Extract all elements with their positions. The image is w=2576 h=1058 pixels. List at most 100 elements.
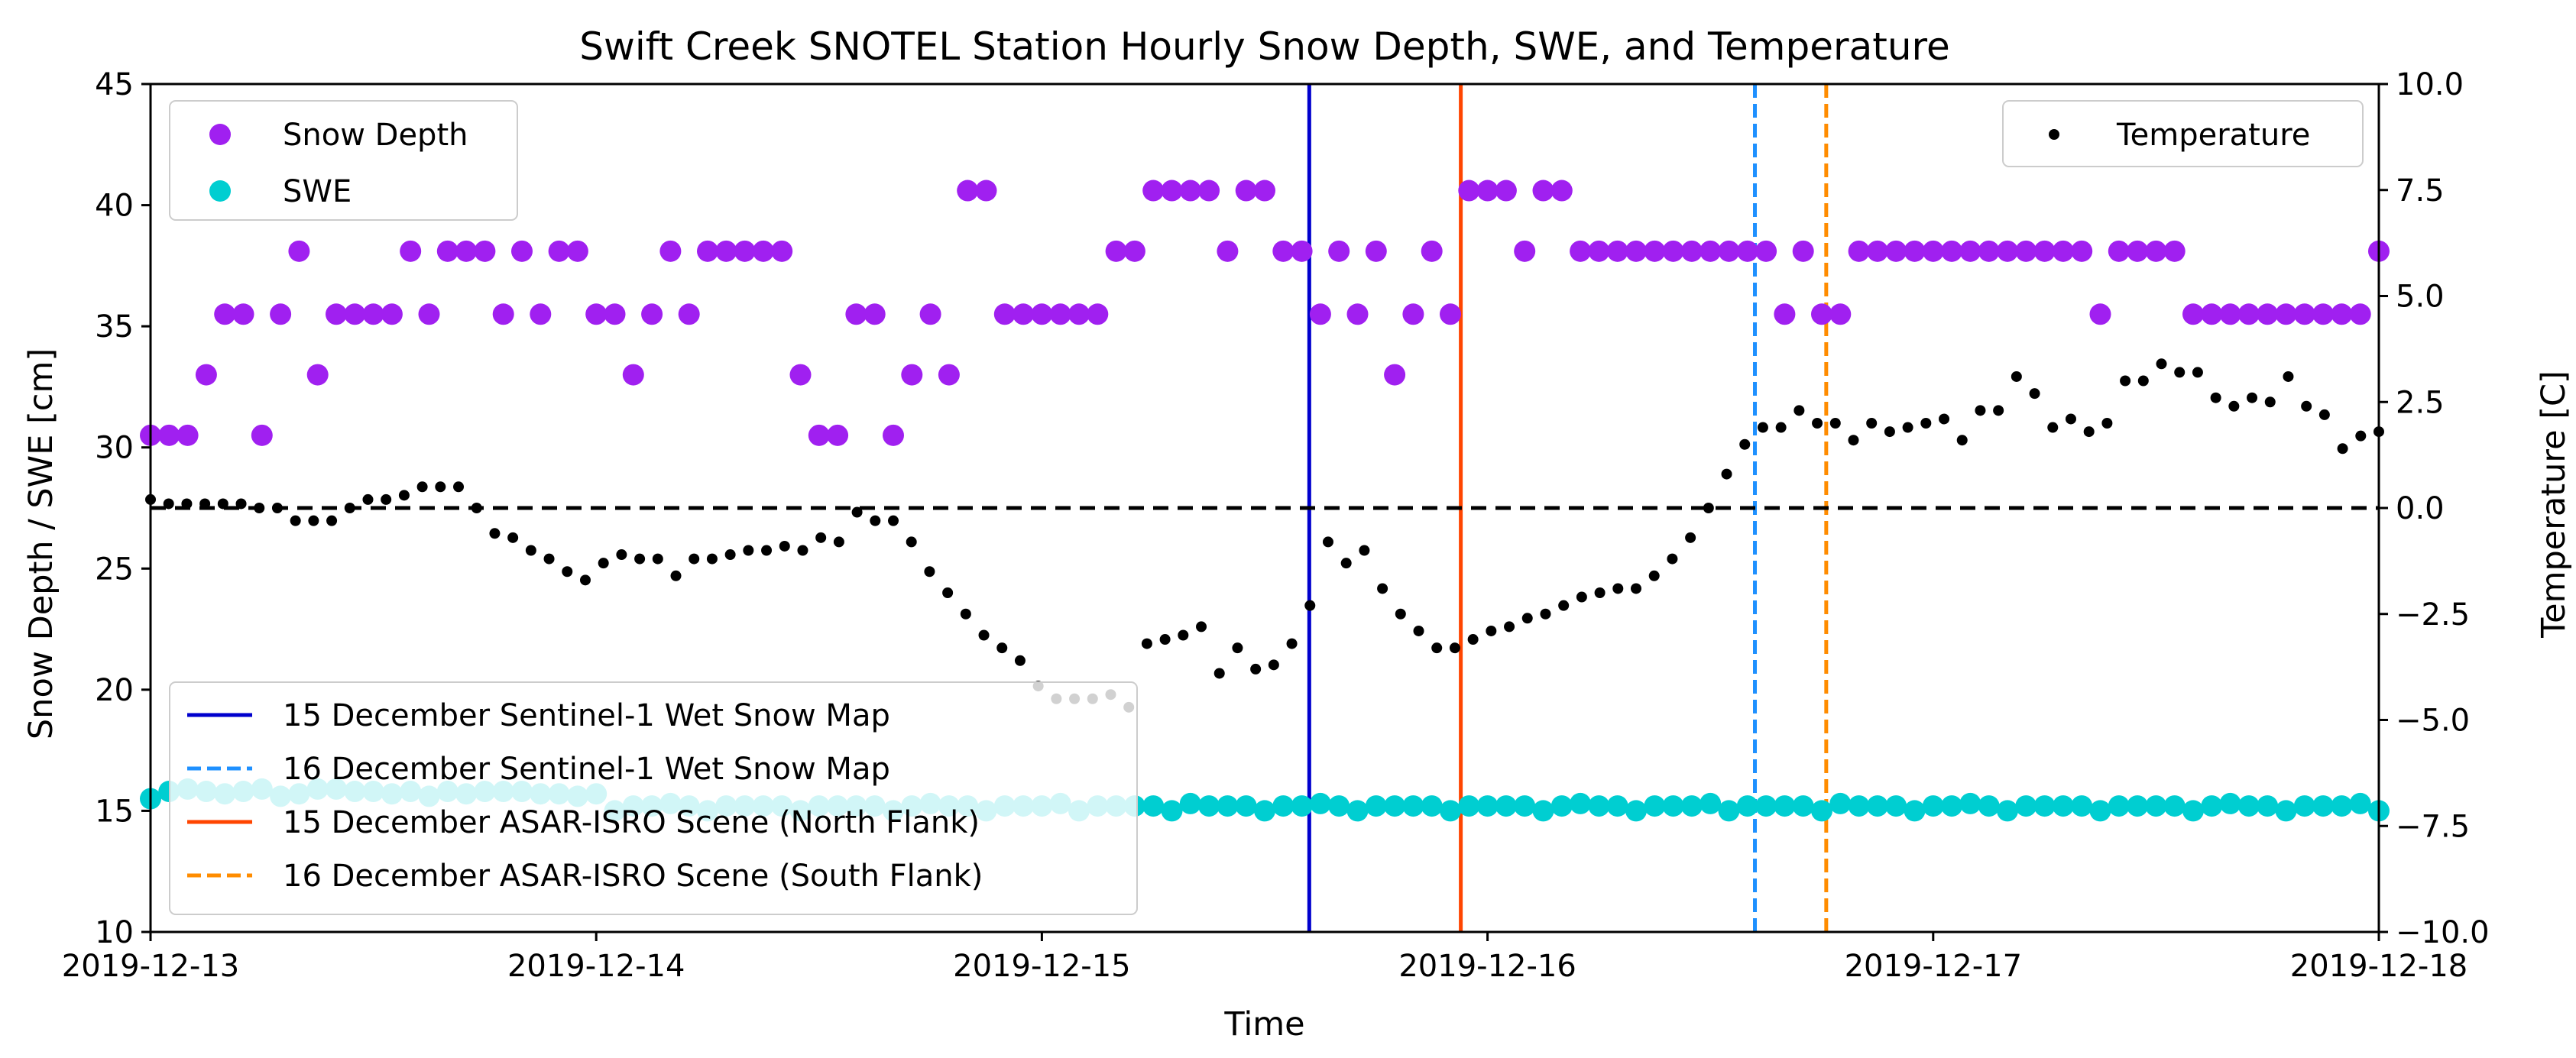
temperature-point <box>435 481 446 493</box>
swe-point <box>1458 795 1480 817</box>
snow-depth-point <box>1922 240 1944 262</box>
swe-point <box>2201 795 2223 817</box>
temperature-point <box>2156 358 2167 370</box>
swe-point <box>2275 800 2297 822</box>
swe-point <box>1476 795 1499 817</box>
temperature-point <box>2065 413 2076 425</box>
snow-depth-point <box>1588 240 1610 262</box>
temperature-point <box>1141 638 1152 649</box>
temperature-point <box>308 515 319 526</box>
x-tick-label: 2019-12-18 <box>2290 949 2467 984</box>
snow-depth-point <box>2071 240 2093 262</box>
temperature-point <box>1648 570 1660 581</box>
swe-point <box>2237 795 2260 817</box>
snow-depth-point <box>548 240 570 262</box>
snow-depth-point <box>326 303 347 325</box>
temperature-point <box>689 553 700 565</box>
swe-point <box>1402 795 1424 817</box>
swe-point <box>1328 795 1350 817</box>
swe-point <box>1811 800 1832 822</box>
y-left-tick-label: 25 <box>95 552 134 587</box>
temperature-point <box>507 532 519 543</box>
swe-point <box>1161 800 1183 822</box>
snow-depth-point <box>1217 240 1239 262</box>
legend-top-left-box <box>169 100 518 221</box>
swe-point <box>2182 800 2204 822</box>
snow-depth-point <box>195 364 217 386</box>
temperature-point <box>1829 418 1841 429</box>
snow-depth-point <box>1532 180 1554 202</box>
y-left-tick-label: 40 <box>95 189 134 224</box>
swe-point <box>1421 795 1443 817</box>
temperature-point <box>2029 388 2040 400</box>
snow-depth-point <box>2349 303 2371 325</box>
snow-depth-point <box>1550 180 1573 202</box>
temperature-point <box>181 498 193 510</box>
temperature-point <box>1540 608 1551 620</box>
swe-point <box>1978 795 2000 817</box>
snow-depth-point <box>1105 240 1127 262</box>
snow-depth-point <box>511 240 533 262</box>
temperature-point <box>416 481 428 493</box>
swe-point <box>2015 795 2037 817</box>
temperature-point <box>2228 400 2240 412</box>
temperature-point <box>833 536 844 548</box>
legend-label-swe: SWE <box>283 174 352 209</box>
snow-depth-point <box>1068 303 1090 325</box>
axis-ticks: 2019-12-13 2019-12-14 2019-12-15 2019-12-16… <box>62 67 2490 984</box>
temperature-point <box>2083 426 2095 438</box>
temperature-point <box>1250 663 1262 675</box>
swe-point <box>1680 795 1703 817</box>
swe-point <box>2033 795 2056 817</box>
snow-depth-point <box>1328 240 1350 262</box>
snow-depth-point <box>288 240 310 262</box>
swe-point <box>1365 795 1387 817</box>
temperature-point <box>1232 642 1243 654</box>
snow-depth-point <box>789 364 812 386</box>
temperature-point <box>1993 405 2004 416</box>
temperature-point <box>1521 613 1533 624</box>
snow-depth-point <box>270 303 292 325</box>
temperature-point <box>1340 558 1352 569</box>
temperature-point <box>2192 367 2203 378</box>
swe-point <box>1532 800 1554 822</box>
temperature-point <box>562 566 573 578</box>
snow-depth-point <box>975 180 997 202</box>
temperature-point <box>942 587 954 598</box>
snow-depth-point <box>1198 180 1220 202</box>
x-tick-label: 2019-12-16 <box>1398 949 1576 984</box>
snow-depth-point <box>566 240 588 262</box>
snow-depth-point <box>1718 240 1740 262</box>
swe-point <box>1142 795 1165 817</box>
snow-depth-point <box>1291 240 1313 262</box>
temperature-point <box>398 490 410 501</box>
swe-point <box>2089 800 2111 822</box>
swe-point <box>1291 795 1313 817</box>
y-axis-label-right: Temperature [C] <box>2535 370 2573 639</box>
legend-label-temperature: Temperature <box>2116 118 2310 153</box>
temperature-point <box>525 545 536 556</box>
temperature-point <box>1359 545 1370 556</box>
temperature-point <box>344 503 355 513</box>
swe-point <box>1217 795 1239 817</box>
y-right-tick-label: 10.0 <box>2396 67 2464 102</box>
snow-depth-point <box>344 303 366 325</box>
snow-depth-point <box>1848 240 1870 262</box>
swe-point <box>1346 800 1369 822</box>
swe-point <box>2349 792 2371 814</box>
swe-point <box>1736 795 1758 817</box>
y-right-tick-label: −7.5 <box>2396 809 2470 844</box>
snow-depth-point <box>697 240 718 262</box>
snow-depth-point <box>808 424 830 446</box>
temperature-point <box>1939 413 1950 425</box>
swe-point <box>1570 792 1592 814</box>
swe-point <box>1384 795 1406 817</box>
swe-point <box>1440 800 1461 822</box>
temperature-point <box>235 498 247 510</box>
swe-point <box>1774 795 1796 817</box>
snow-depth-point <box>2331 303 2353 325</box>
legend-label-event-2: 16 December Sentinel-1 Wet Snow Map <box>283 752 890 787</box>
y-axis-label-left: Snow Depth / SWE [cm] <box>22 348 60 739</box>
temperature-point <box>1304 600 1316 611</box>
snow-depth-point <box>400 240 422 262</box>
